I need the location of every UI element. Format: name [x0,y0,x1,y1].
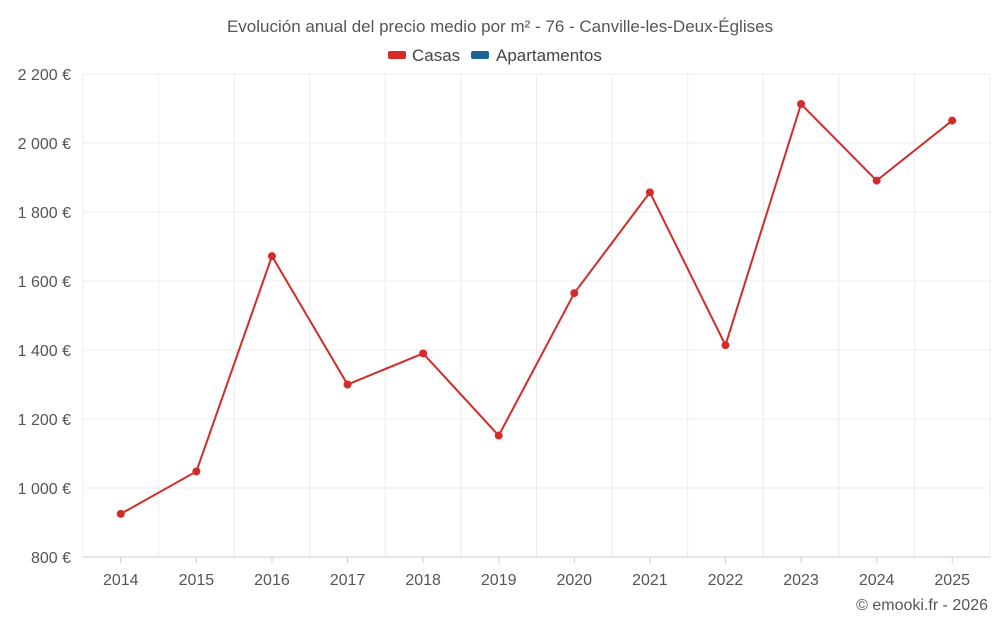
x-tick-label: 2020 [556,572,592,589]
data-point-casas-2023[interactable] [797,100,806,109]
y-tick-label: 800 € [31,550,71,567]
series-line-casas [120,103,953,515]
x-tick-label: 2016 [254,572,290,589]
x-tick-label: 2019 [481,572,517,589]
legend-swatch-casas [388,51,406,59]
x-tick-label: 2025 [934,572,970,589]
y-tick-label: 1 200 € [18,412,71,429]
y-tick-label: 1 800 € [18,205,71,222]
y-axis: 800 € 1 000 € 1 200 € 1 400 € 1 600 € 1 800 €… [18,67,71,567]
y-tick-label: 2 200 € [18,67,71,84]
data-point-casas-2022[interactable] [721,341,730,350]
grid [82,73,991,558]
x-tick-label: 2022 [708,572,744,589]
legend-swatch-apartamentos [471,51,489,59]
legend: Casas Apartamentos [388,46,602,65]
y-tick-label: 1 600 € [18,274,71,291]
chart-title: Evolución anual del precio medio por m² … [227,17,773,36]
x-tick-label: 2021 [632,572,668,589]
x-axis: 2014 2015 2016 2017 2018 2019 2020 2021 2022 2023… [83,556,990,589]
x-tick-label: 2024 [859,572,895,589]
legend-item-casas[interactable]: Casas [388,46,460,65]
credit-text: © emooki.fr - 2026 [856,597,988,614]
legend-item-apartamentos[interactable]: Apartamentos [471,46,602,65]
y-tick-label: 1 400 € [18,343,71,360]
data-point-casas-2015[interactable] [192,467,201,476]
x-tick-label: 2014 [103,572,139,589]
y-tick-label: 1 000 € [18,481,71,498]
legend-label-casas: Casas [412,46,460,65]
y-tick-label: 2 000 € [18,136,71,153]
data-point-casas-2018[interactable] [419,349,428,358]
data-point-casas-2016[interactable] [267,252,276,261]
x-tick-label: 2023 [783,572,819,589]
data-point-casas-2017[interactable] [343,380,352,389]
data-point-casas-2020[interactable] [570,289,579,298]
legend-label-apartamentos: Apartamentos [496,46,602,65]
x-tick-label: 2017 [330,572,366,589]
x-tick-label: 2018 [405,572,441,589]
data-point-casas-2019[interactable] [494,431,503,440]
data-point-casas-2014[interactable] [116,509,125,518]
x-tick-label: 2015 [179,572,215,589]
data-point-casas-2025[interactable] [948,116,957,125]
data-point-casas-2024[interactable] [872,176,881,185]
series-layer [116,100,957,518]
data-point-casas-2021[interactable] [645,188,654,197]
